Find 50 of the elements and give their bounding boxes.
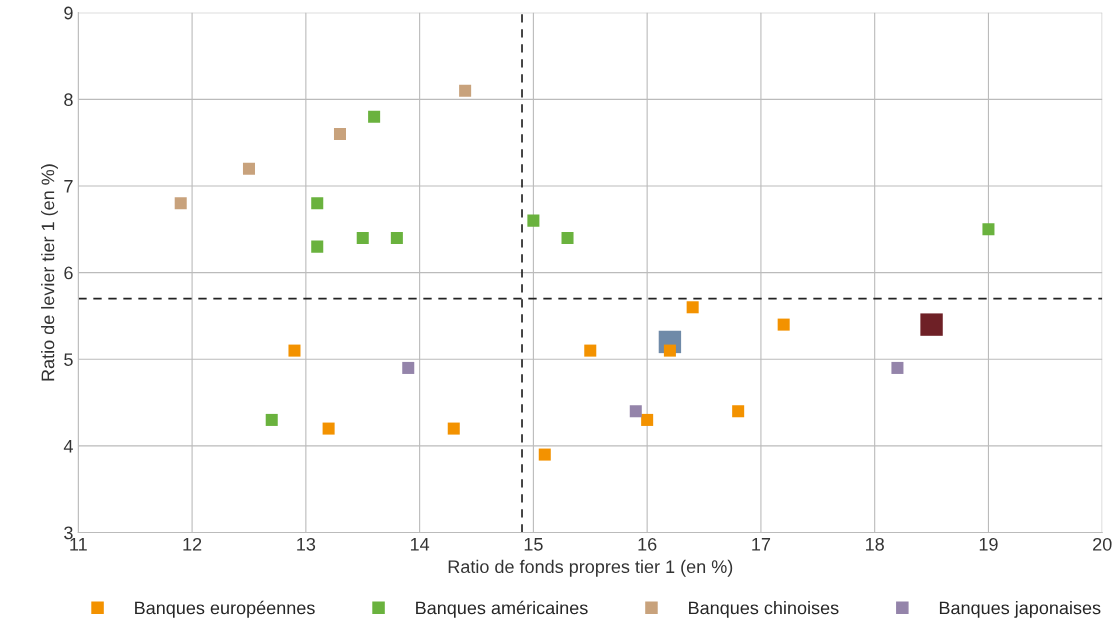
point xyxy=(538,448,551,461)
x-tick-label: 13 xyxy=(297,537,316,551)
point xyxy=(311,240,324,253)
point xyxy=(686,301,699,314)
x-tick-label: 18 xyxy=(866,537,884,551)
point xyxy=(447,422,460,435)
x-tick-label: 20 xyxy=(1093,537,1112,551)
point xyxy=(920,313,943,336)
point xyxy=(561,231,574,244)
y-tick-label: 5 xyxy=(64,353,73,366)
y-tick-label: 3 xyxy=(64,526,73,540)
point xyxy=(891,361,904,374)
point xyxy=(356,231,369,244)
point xyxy=(641,413,654,426)
point xyxy=(368,110,381,123)
point xyxy=(322,422,335,435)
legend-label: Banques japonaises xyxy=(939,601,1101,618)
point xyxy=(242,162,255,175)
x-tick-label: 19 xyxy=(979,537,998,551)
point xyxy=(584,344,597,357)
legend-label: Banques américaines xyxy=(416,600,588,618)
x-tick-label: 17 xyxy=(752,538,771,551)
point xyxy=(288,344,301,357)
y-tick-label: 7 xyxy=(64,180,73,193)
point xyxy=(402,361,415,374)
point xyxy=(629,405,642,418)
point xyxy=(459,84,472,97)
x-axis-title: Ratio de fonds propres tier 1 (en %) xyxy=(448,559,733,577)
point xyxy=(527,214,540,227)
point xyxy=(777,318,790,331)
x-tick-label: 14 xyxy=(410,538,430,551)
y-tick-label: 4 xyxy=(63,440,73,453)
x-tick-label: 15 xyxy=(524,538,543,551)
point xyxy=(265,413,278,426)
y-tick-label: 6 xyxy=(64,266,73,280)
point xyxy=(732,405,745,418)
x-tick-label: 11 xyxy=(70,538,87,551)
y-axis-title: Ratio de levier tier 1 (en %) xyxy=(41,164,58,381)
y-tick-label: 8 xyxy=(64,93,73,107)
point xyxy=(174,197,187,210)
point xyxy=(333,127,346,140)
point xyxy=(311,197,324,210)
point xyxy=(390,231,403,244)
point xyxy=(982,223,995,236)
y-tick-label: 9 xyxy=(64,6,73,20)
x-tick-label: 16 xyxy=(638,537,657,551)
legend-label: Banques chinoises xyxy=(689,601,839,618)
point xyxy=(663,344,676,357)
legend-label: Banques européennes xyxy=(135,600,315,618)
x-tick-label: 12 xyxy=(183,537,202,551)
